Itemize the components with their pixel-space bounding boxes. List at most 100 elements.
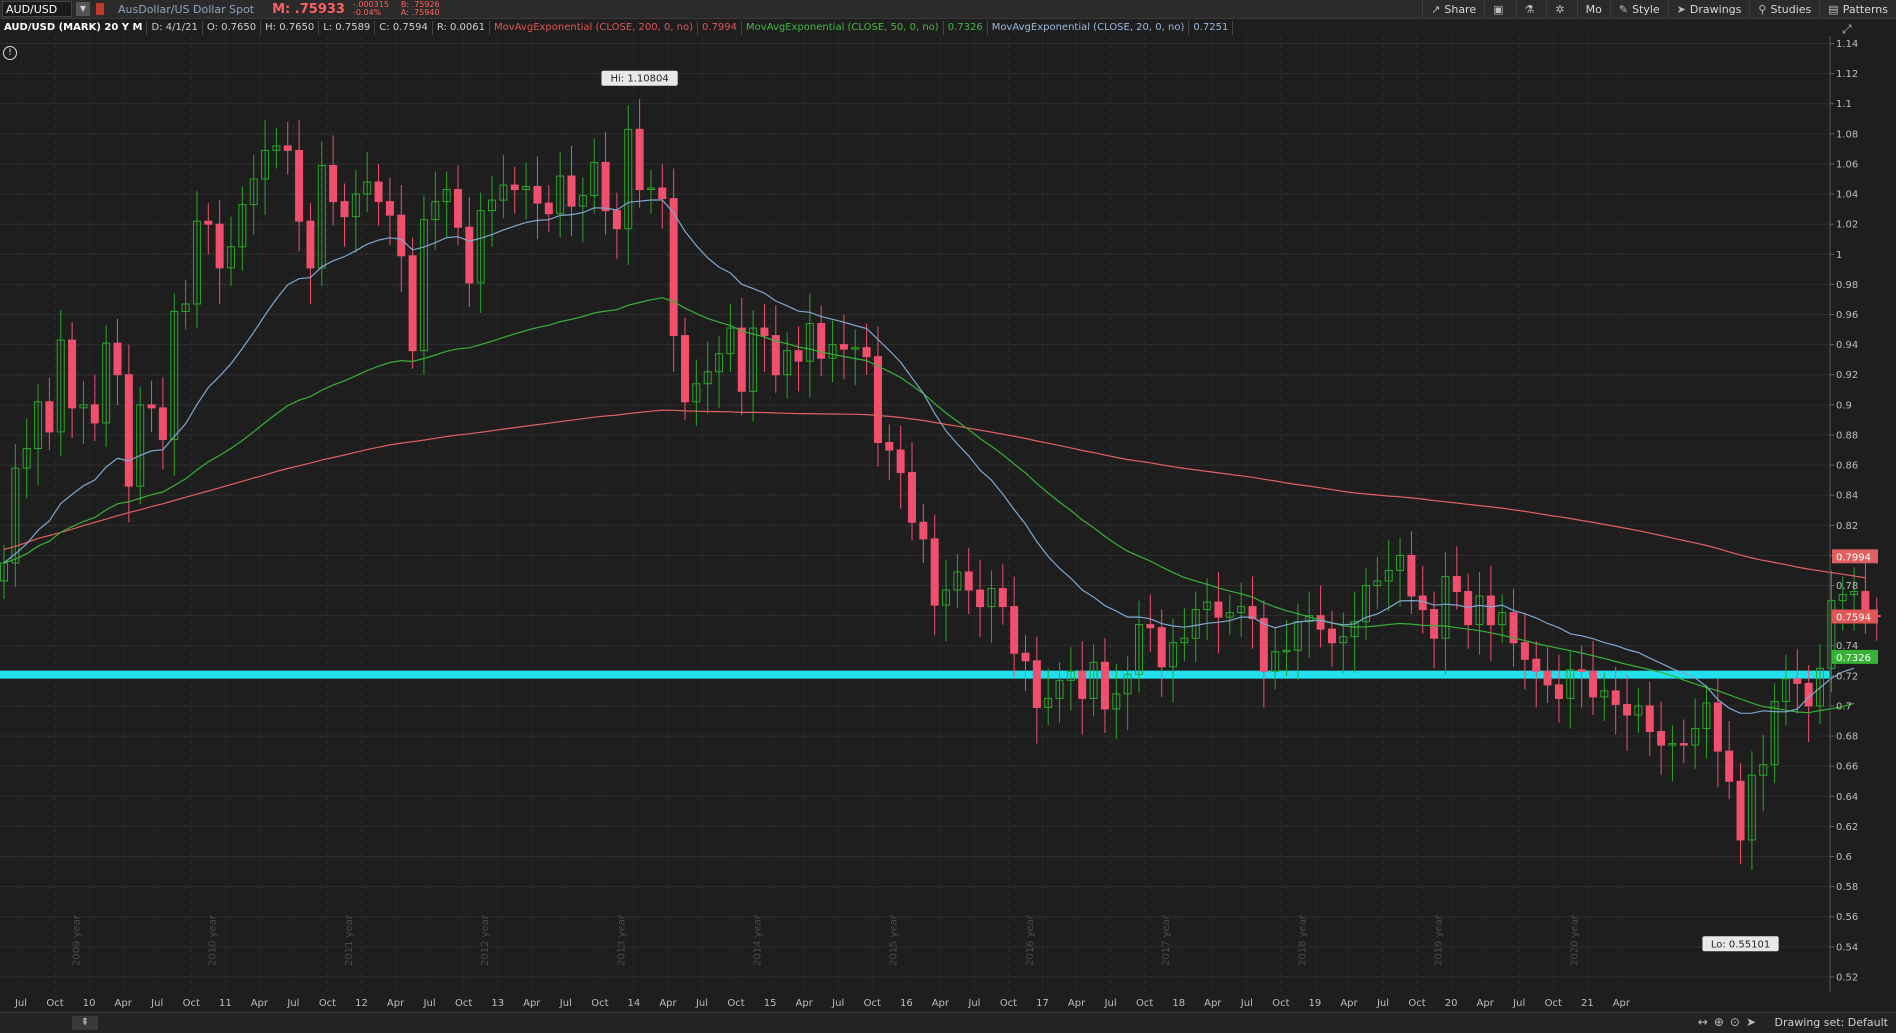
candle-body — [1100, 661, 1109, 710]
study-ema200[interactable]: MovAvgExponential (CLOSE, 200, 0, no) — [490, 21, 699, 35]
settings-button[interactable]: ✲ — [1546, 0, 1576, 18]
candle-body — [1350, 621, 1359, 638]
candle-body — [227, 246, 235, 269]
y-tick-label: 0.56 — [1836, 912, 1858, 923]
ask-price: A: .75940 — [400, 8, 440, 17]
candle-body — [1441, 575, 1450, 639]
candle-body — [1532, 658, 1541, 672]
drawings-button[interactable]: ➤ Drawings — [1667, 0, 1750, 18]
candle-body — [351, 193, 360, 218]
net-change-pct: -0.04% — [352, 8, 382, 17]
high-marker-box — [601, 70, 678, 86]
patterns-icon: ▤ — [1828, 2, 1839, 16]
price-badge — [1832, 609, 1878, 624]
beaker-button[interactable]: ⚗ — [1515, 0, 1547, 18]
candle-body — [1747, 774, 1756, 841]
y-tick-label: 1.04 — [1836, 190, 1858, 201]
candle-body — [1543, 670, 1552, 686]
year-label: 2011 year — [344, 914, 355, 966]
snapshot-button[interactable]: ▣ — [1484, 0, 1515, 18]
style-label: Style — [1632, 2, 1660, 16]
candle-body — [1509, 612, 1518, 644]
candle-body — [22, 448, 31, 469]
candle-body — [601, 161, 610, 212]
y-tick-label: 0.6 — [1836, 852, 1852, 863]
year-label: 2017 year — [1161, 914, 1172, 966]
study-ema50[interactable]: MovAvgExponential (CLOSE, 50, 0, no) — [742, 21, 944, 35]
x-tick-label: Oct — [591, 998, 608, 1009]
study-ema20-label: MovAvgExponential (CLOSE, 20, 0, no) — [991, 22, 1185, 33]
year-label: 2009 year — [71, 914, 82, 966]
candle-body — [158, 407, 167, 440]
candle-body — [124, 374, 133, 487]
y-tick-label: 1.06 — [1836, 159, 1858, 170]
candle-body — [465, 226, 474, 284]
candle-body — [930, 538, 939, 606]
zoom-icon[interactable]: ⊙ — [1729, 1015, 1740, 1029]
x-tick-label: 14 — [628, 998, 641, 1009]
flag-icon[interactable] — [96, 3, 104, 15]
moving-averages — [3, 199, 1866, 714]
crosshair-icon[interactable]: ⊕ — [1713, 1015, 1724, 1029]
candle-body — [499, 184, 508, 201]
candle-body — [170, 311, 179, 440]
candle-body — [760, 327, 769, 337]
x-tick-label: Apr — [796, 998, 814, 1009]
candle-body — [1589, 670, 1597, 698]
drawing-set-label[interactable]: Drawing set: Default — [1774, 1016, 1888, 1029]
studies-button[interactable]: ⚲ Studies — [1749, 0, 1819, 18]
candle-body — [1781, 678, 1790, 702]
candle-body — [1623, 703, 1632, 716]
candle-body — [1464, 591, 1473, 626]
drawings-label: Drawings — [1689, 2, 1742, 16]
candle-body — [953, 571, 962, 591]
style-button[interactable]: ✎ Style — [1609, 0, 1668, 18]
patterns-button[interactable]: ▤ Patterns — [1819, 0, 1896, 18]
pan-icon[interactable]: ↔ — [1697, 1015, 1708, 1029]
x-tick-label: Oct — [183, 998, 200, 1009]
y-tick-label: 1.02 — [1836, 220, 1858, 231]
candle-body — [204, 220, 213, 225]
candle-body — [34, 401, 43, 450]
candle-body — [317, 164, 326, 269]
price-chart[interactable]: 2009 year 2010 year 2011 year 2012 year 2013… — [0, 36, 1896, 1012]
y-tick-label: 0.96 — [1836, 310, 1858, 321]
cursor-icon[interactable]: ➤ — [1745, 1015, 1756, 1029]
x-tick-label: Oct — [864, 998, 881, 1009]
symbol-input[interactable]: AUD/USD — [2, 1, 72, 17]
study-ema20[interactable]: MovAvgExponential (CLOSE, 20, 0, no) — [988, 21, 1190, 35]
candle-body — [1032, 660, 1041, 708]
expand-icon[interactable]: ⤢ — [1842, 22, 1852, 36]
candle-body — [1214, 601, 1223, 618]
y-tick-label: 0.58 — [1836, 882, 1858, 893]
chart-title: AUD/USD (MARK) 20 Y M — [0, 21, 148, 35]
x-tick-label: Oct — [1136, 998, 1153, 1009]
candle-body — [1498, 612, 1507, 626]
alert-icon[interactable]: ! — [3, 46, 17, 60]
mark-price: M: .75933 — [272, 1, 345, 17]
candle-body — [1770, 700, 1779, 766]
share-button[interactable]: ↗ Share — [1422, 0, 1484, 18]
x-tick-label: Jul — [1512, 998, 1525, 1009]
low-marker-box — [1702, 936, 1779, 952]
candle-body — [272, 145, 281, 151]
x-tick-label: 12 — [355, 998, 368, 1009]
x-tick-label: Oct — [1272, 998, 1289, 1009]
candle-body — [851, 347, 860, 350]
candle-body — [113, 342, 122, 376]
x-tick-label: Oct — [46, 998, 63, 1009]
candle-body — [1169, 642, 1178, 668]
x-tick-label: Apr — [115, 998, 133, 1009]
chart-nav: ↔ ⊕ ⊙ ➤ — [1698, 1015, 1756, 1029]
ema200-line — [3, 409, 1866, 579]
y-tick-label: 0.62 — [1836, 822, 1858, 833]
candle-body — [1838, 594, 1847, 602]
candle-body — [1010, 606, 1019, 654]
collapse-panel-button[interactable]: ⇞ — [72, 1016, 98, 1030]
x-tick-label: Apr — [523, 998, 541, 1009]
y-tick-label: 0.94 — [1836, 340, 1858, 351]
period-button[interactable]: Mo — [1576, 0, 1610, 18]
candle-body — [646, 187, 655, 191]
candle-body — [1146, 624, 1155, 629]
symbol-dropdown-icon[interactable]: ▼ — [76, 2, 90, 16]
